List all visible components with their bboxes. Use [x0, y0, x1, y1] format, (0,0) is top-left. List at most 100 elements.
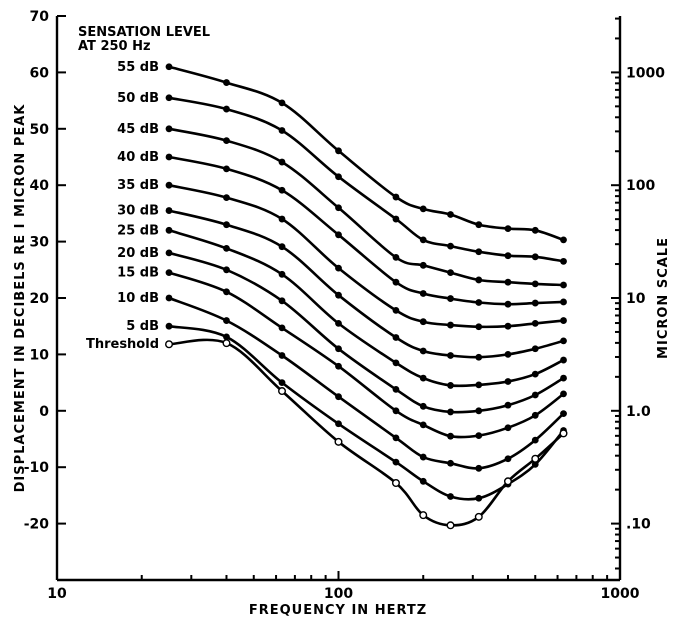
- chart-title-line-1: SENSATION LEVEL: [78, 25, 210, 40]
- data-point: [419, 261, 427, 269]
- data-point: [560, 281, 567, 289]
- data-point: [504, 322, 512, 330]
- x-tick-label: 100: [324, 586, 353, 602]
- data-point: [475, 221, 483, 229]
- data-point: [165, 94, 173, 102]
- data-point: [392, 307, 400, 314]
- data-point: [560, 410, 567, 418]
- series-label: 5 dB: [126, 319, 159, 334]
- y2-tick-label: 10: [626, 291, 646, 307]
- data-point: [223, 137, 230, 145]
- data-point: [392, 359, 400, 367]
- data-point: [419, 374, 427, 382]
- data-point: [419, 511, 428, 520]
- data-point: [560, 356, 567, 364]
- data-point: [475, 432, 483, 440]
- series-label: 40 dB: [117, 150, 159, 165]
- data-point: [335, 393, 342, 401]
- data-point: [223, 333, 230, 341]
- y-tick-label: 40: [30, 178, 50, 194]
- data-point: [335, 362, 342, 370]
- data-point: [504, 252, 512, 260]
- data-point: [392, 215, 400, 223]
- data-point: [419, 205, 427, 213]
- data-point: [223, 165, 230, 173]
- data-point: [503, 477, 512, 486]
- y-ticks: -20 -10 0 10 20 30 40 50 60 70: [24, 9, 66, 533]
- data-point: [165, 207, 173, 214]
- data-point: [504, 225, 512, 233]
- data-point: [474, 512, 483, 521]
- data-point: [560, 374, 567, 382]
- data-point: [475, 381, 483, 389]
- data-point: [335, 204, 342, 212]
- data-point: [560, 337, 567, 345]
- y2-tick-label: 1000: [626, 65, 665, 81]
- data-point: [504, 300, 512, 308]
- chart-title-line-2: AT 250 Hz: [78, 39, 151, 54]
- data-point: [335, 147, 342, 155]
- data-point: [504, 424, 512, 432]
- y-tick-label: -10: [24, 460, 50, 476]
- series-points: [165, 63, 568, 530]
- y-tick-label: -20: [24, 517, 50, 533]
- series-label: 15 dB: [117, 266, 159, 281]
- series-label: 35 dB: [117, 178, 159, 193]
- data-point: [278, 379, 286, 386]
- data-point: [335, 420, 342, 428]
- data-point: [531, 460, 539, 468]
- data-point: [335, 173, 342, 181]
- data-point: [335, 231, 342, 239]
- data-point: [222, 339, 231, 348]
- y2-tick-label: .10: [626, 517, 651, 533]
- data-point: [165, 226, 173, 234]
- data-point: [419, 477, 427, 485]
- data-point: [335, 291, 342, 299]
- data-point: [475, 323, 483, 331]
- data-point: [419, 318, 427, 326]
- data-point: [392, 434, 400, 442]
- x-axis-title: FREQUENCY IN HERTZ: [249, 603, 427, 618]
- data-point: [447, 382, 454, 389]
- data-point: [531, 280, 539, 288]
- data-point: [504, 351, 512, 358]
- data-point: [447, 242, 454, 250]
- data-point: [392, 407, 400, 415]
- data-point: [560, 298, 567, 306]
- data-point: [223, 266, 230, 274]
- data-point: [560, 236, 567, 244]
- data-point: [419, 290, 427, 297]
- data-point: [531, 345, 539, 353]
- series-label: 20 dB: [117, 246, 159, 261]
- data-point: [223, 288, 230, 296]
- data-point: [447, 432, 454, 440]
- data-point: [392, 253, 400, 261]
- data-point: [447, 295, 454, 302]
- data-point: [223, 317, 230, 324]
- y-tick-label: 60: [30, 65, 50, 81]
- data-point: [165, 294, 173, 302]
- data-point: [504, 378, 512, 385]
- data-point: [392, 193, 400, 201]
- y-tick-label: 50: [30, 122, 50, 138]
- x-tick-label: 1000: [601, 586, 640, 602]
- data-point: [475, 407, 483, 415]
- data-point: [165, 125, 173, 133]
- data-point: [531, 454, 540, 463]
- data-point: [278, 270, 286, 278]
- data-point: [335, 345, 342, 353]
- data-point: [447, 269, 454, 277]
- series-curves: [168, 65, 565, 527]
- series-label: 25 dB: [117, 223, 159, 238]
- data-point: [165, 322, 173, 330]
- x-ticks: 10 100 1000: [47, 571, 640, 602]
- data-point: [531, 299, 539, 307]
- data-point: [278, 387, 287, 396]
- data-point: [223, 79, 230, 86]
- data-point: [447, 459, 454, 467]
- data-point: [165, 153, 173, 161]
- data-point: [475, 299, 483, 306]
- series-line: [168, 229, 565, 388]
- y2-tick-label: 100: [626, 178, 655, 194]
